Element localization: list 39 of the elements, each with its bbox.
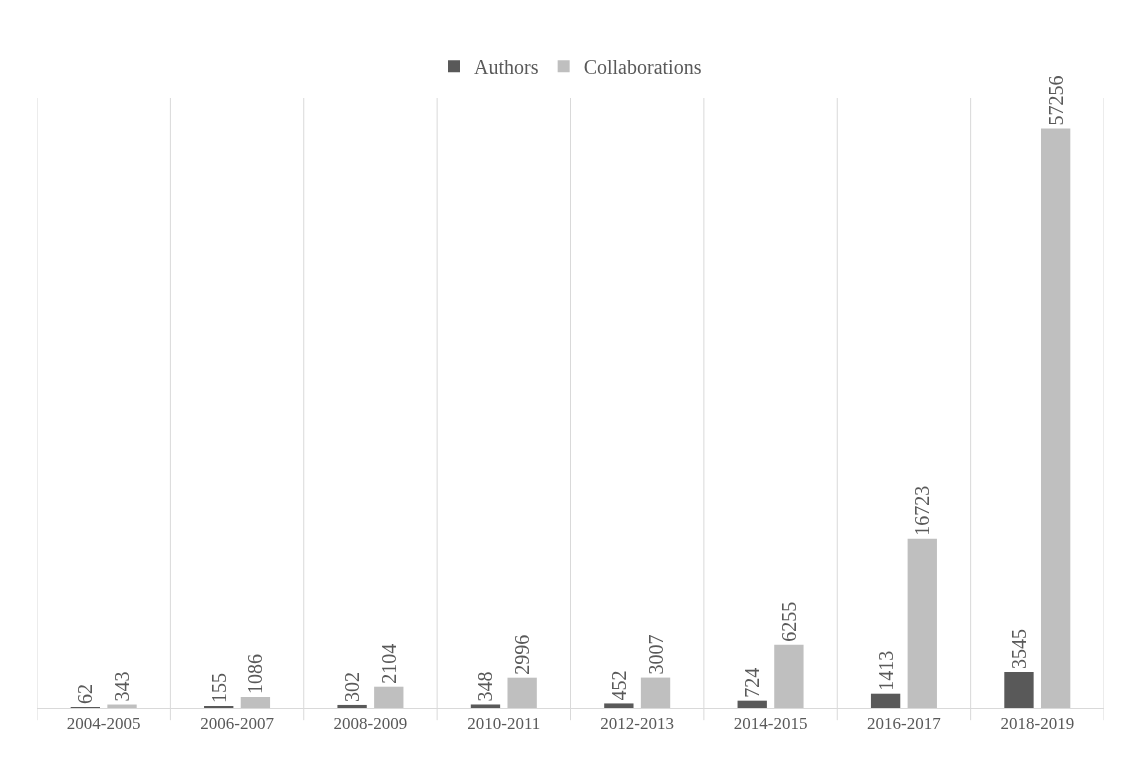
- x-tick-label: 2018-2019: [1000, 714, 1075, 734]
- data-label: 1413: [874, 650, 897, 691]
- data-label: 6255: [777, 601, 800, 642]
- x-tick-label: 2012-2013: [600, 714, 675, 734]
- bar: [1040, 128, 1071, 708]
- data-label: 724: [741, 667, 764, 698]
- data-label: 155: [207, 673, 230, 703]
- data-label: 57256: [1044, 75, 1067, 126]
- data-label: 2104: [377, 643, 400, 684]
- legend-label: Authors: [474, 56, 539, 79]
- data-label: 3545: [1007, 629, 1030, 670]
- bar: [337, 704, 367, 708]
- bar: [507, 677, 537, 708]
- x-tick-label: 2010-2011: [467, 714, 541, 734]
- bar: [470, 704, 501, 708]
- x-tick-label: 2006-2007: [200, 714, 275, 734]
- data-label: 16723: [911, 485, 934, 536]
- bar: [737, 700, 767, 708]
- data-label: 302: [341, 671, 364, 702]
- bar: [1004, 672, 1034, 708]
- bar: [774, 644, 804, 708]
- data-label: 62: [74, 684, 97, 704]
- x-tick-label: 2016-2017: [867, 714, 942, 734]
- x-tick-label: 2014-2015: [733, 714, 808, 734]
- data-label: 2996: [511, 634, 534, 675]
- bar: [374, 686, 404, 708]
- data-label: 348: [474, 671, 497, 702]
- data-label: 1086: [244, 654, 267, 695]
- bar: [640, 677, 671, 708]
- bar: [240, 697, 271, 708]
- legend-label: Collaborations: [583, 56, 702, 79]
- data-label: 3007: [644, 634, 667, 675]
- data-label: 452: [607, 670, 630, 701]
- bar: [604, 703, 634, 708]
- x-tick-label: 2004-2005: [66, 714, 141, 734]
- data-label: 343: [111, 671, 134, 702]
- bar: [907, 538, 937, 708]
- bar: [870, 693, 901, 708]
- x-tick-label: 2008-2009: [333, 714, 408, 734]
